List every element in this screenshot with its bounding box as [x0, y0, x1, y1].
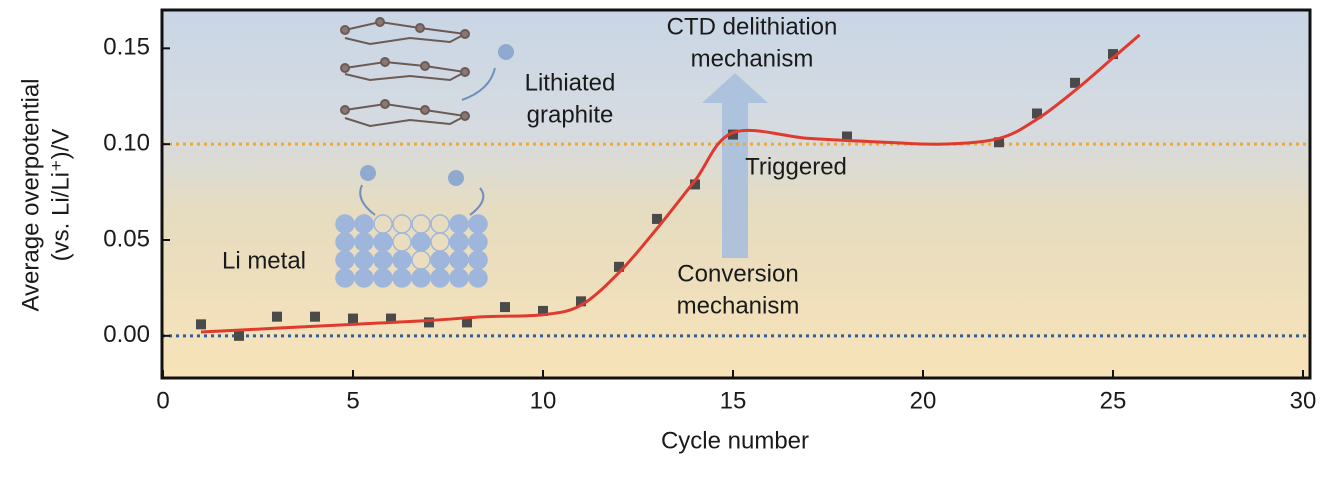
annotation: Lithiated [525, 69, 616, 96]
li-atom [354, 250, 374, 270]
y-tick-label: 0.05 [103, 225, 150, 252]
li-atom [411, 232, 431, 252]
li-atom [373, 250, 393, 270]
data-point [576, 296, 586, 307]
y-axis-label: Average overpotential [17, 78, 44, 311]
li-atom [373, 232, 393, 252]
li-atom [430, 250, 450, 270]
li-atom [373, 268, 393, 288]
x-tick-label: 30 [1290, 387, 1317, 414]
x-tick-label: 5 [346, 387, 359, 414]
li-atom [335, 250, 355, 270]
li-atom [335, 232, 355, 252]
li-atom [449, 232, 469, 252]
data-point [652, 213, 662, 224]
data-point [842, 131, 852, 142]
li-atom [392, 250, 412, 270]
x-axis-label: Cycle number [661, 427, 809, 454]
data-point [310, 311, 320, 322]
data-point [272, 311, 282, 322]
plot-frame [160, 8, 1312, 380]
data-point [234, 330, 244, 341]
data-point [538, 305, 548, 316]
data-point [1070, 77, 1080, 88]
y-tick-label: 0.00 [103, 321, 150, 348]
y-tick-label: 0.10 [103, 130, 150, 157]
li-atom [411, 268, 431, 288]
x-tick-label: 10 [530, 387, 557, 414]
li-atom [335, 268, 355, 288]
annotation: mechanism [677, 292, 800, 319]
y-axis-label: (vs. Li/Li⁺)/V [47, 129, 74, 262]
data-point [614, 261, 624, 272]
annotation: CTD delithiation [667, 13, 838, 40]
annotation: Triggered [745, 153, 847, 180]
data-point [500, 302, 510, 313]
li-atom [354, 214, 374, 234]
data-point [994, 137, 1004, 148]
data-point [1032, 108, 1042, 119]
li-atom [468, 214, 488, 234]
y-tick-label: 0.15 [103, 34, 150, 61]
x-tick-label: 25 [1100, 387, 1127, 414]
data-point [690, 179, 700, 190]
data-point [348, 313, 358, 324]
fit-line [200, 33, 1141, 334]
x-tick-label: 0 [156, 387, 169, 414]
annotation: mechanism [691, 45, 814, 72]
decoration [335, 17, 768, 288]
li-atom [449, 214, 469, 234]
annotation: Li metal [222, 247, 306, 274]
li-atom [468, 250, 488, 270]
data-point [728, 129, 738, 140]
x-tick-label: 20 [910, 387, 937, 414]
li-atom [430, 268, 450, 288]
li-atom [354, 268, 374, 288]
li-atom [392, 268, 412, 288]
data-point [462, 317, 472, 328]
li-atom [468, 232, 488, 252]
li-atom [335, 214, 355, 234]
annotation: graphite [527, 101, 614, 128]
data-point [424, 317, 434, 328]
x-tick-label: 15 [720, 387, 747, 414]
data-point [1108, 49, 1118, 60]
li-atom [468, 268, 488, 288]
annotation: Conversion [677, 260, 798, 287]
li-atom [354, 232, 374, 252]
li-atom [449, 268, 469, 288]
data-point [196, 319, 206, 330]
li-atom [449, 250, 469, 270]
data-point [386, 313, 396, 324]
